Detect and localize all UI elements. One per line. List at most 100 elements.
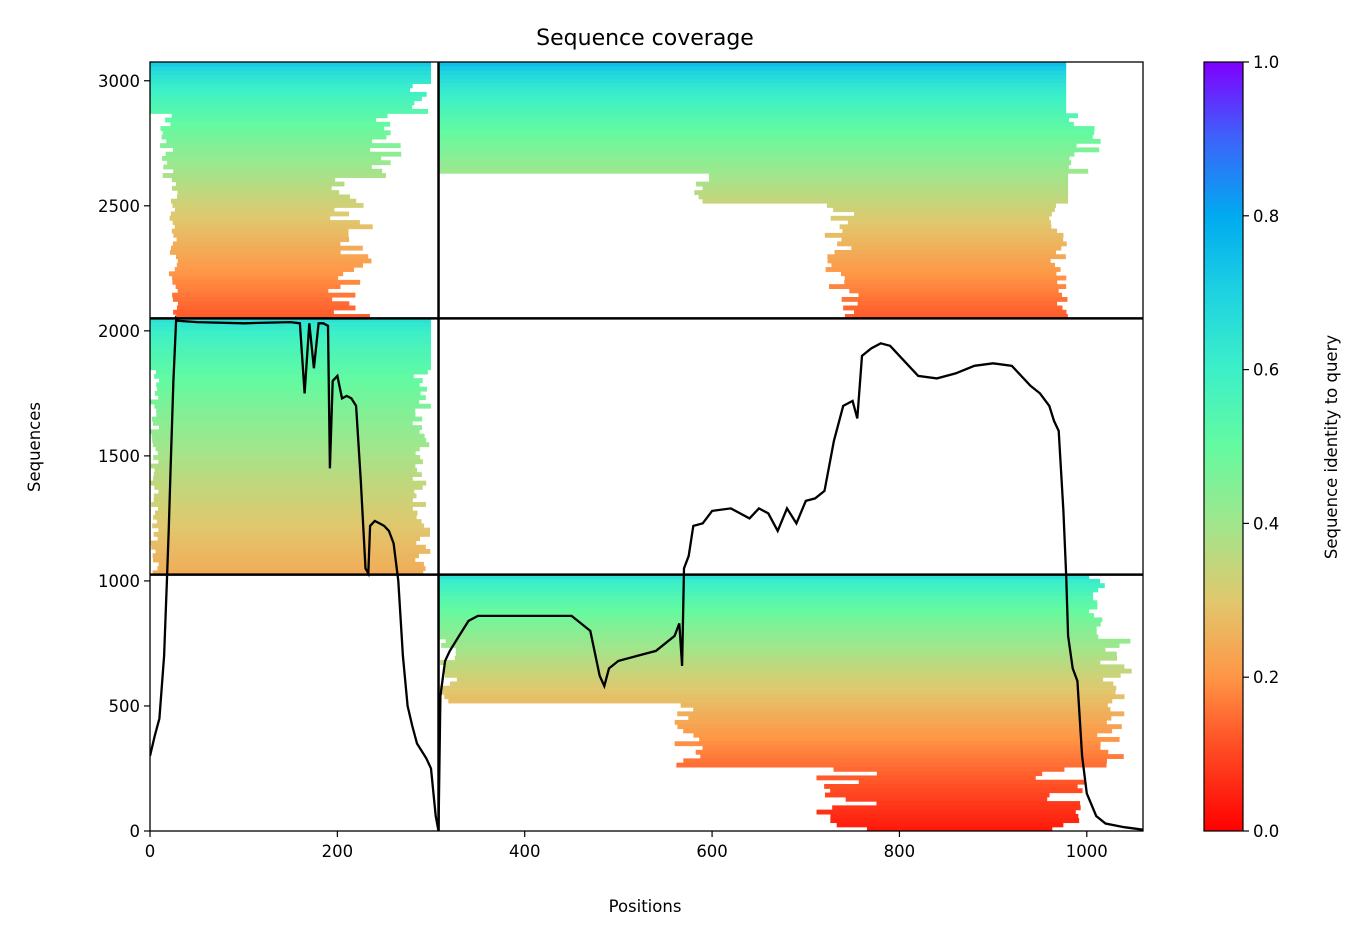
msa-row — [709, 177, 1069, 183]
msa-row — [700, 754, 1124, 759]
msa-row — [150, 96, 422, 102]
msa-row — [150, 343, 432, 349]
msa-row — [438, 74, 1067, 80]
msa-row — [438, 151, 1075, 157]
msa-row — [438, 100, 1067, 106]
msa-row — [157, 450, 416, 456]
msa-row — [816, 775, 1036, 781]
msa-row — [150, 361, 432, 366]
msa-row — [843, 305, 1063, 311]
msa-row — [438, 70, 1067, 76]
x-axis-label: Positions — [609, 897, 682, 916]
msa-row — [438, 630, 1097, 636]
msa-row — [150, 429, 420, 435]
msa-row — [456, 677, 1104, 683]
msa-row — [168, 271, 344, 277]
msa-row — [677, 711, 1125, 717]
msa-row — [169, 249, 341, 255]
msa-row — [170, 198, 357, 204]
msa-row — [177, 190, 340, 196]
msa-row — [438, 66, 1067, 72]
msa-row — [708, 173, 1069, 178]
msa-row — [150, 463, 416, 469]
msa-row — [694, 190, 1069, 196]
msa-row — [438, 87, 1067, 93]
msa-row — [170, 245, 363, 251]
msa-row — [444, 694, 1125, 700]
msa-row — [151, 502, 426, 507]
msa-row — [152, 570, 424, 576]
msa-row — [150, 356, 432, 362]
msa-row — [165, 151, 402, 157]
msa-row — [158, 459, 423, 465]
msa-row — [438, 121, 1074, 127]
msa-row — [155, 510, 418, 516]
msa-row — [454, 655, 1118, 661]
msa-row — [150, 480, 427, 486]
msa-row — [163, 164, 372, 170]
msa-row — [169, 215, 331, 221]
msa-row — [830, 818, 1080, 824]
msa-row — [172, 292, 356, 298]
msa-row — [816, 809, 1076, 815]
msa-row — [440, 660, 1101, 665]
msa-block — [150, 318, 432, 576]
msa-row — [438, 634, 1099, 640]
msa-row — [827, 254, 1066, 260]
msa-row — [841, 296, 1068, 302]
msa-row — [172, 202, 364, 208]
msa-row — [157, 506, 413, 512]
msa-row — [150, 79, 432, 84]
msa-row — [155, 446, 420, 452]
x-tick-label: 1000 — [1066, 842, 1108, 861]
msa-row — [153, 455, 421, 460]
msa-row — [151, 433, 425, 439]
msa-row — [154, 484, 423, 490]
msa-row — [438, 117, 1069, 123]
msa-row — [176, 305, 356, 311]
msa-row — [153, 531, 431, 537]
msa-row — [833, 766, 1065, 772]
msa-row — [154, 467, 417, 473]
colorbar-gradient — [1203, 61, 1244, 832]
msa-row — [438, 83, 1067, 89]
msa-row — [152, 442, 430, 448]
colorbar: 0.0 0.2 0.4 0.6 0.8 1.0 — [1203, 53, 1279, 841]
msa-row — [170, 211, 350, 217]
msa-row — [174, 224, 373, 230]
msa-row — [157, 536, 421, 542]
msa-row — [154, 403, 431, 409]
msa-row — [153, 476, 413, 482]
msa-row — [171, 228, 349, 234]
x-tick-label: 0 — [145, 842, 156, 861]
y-axis-label: Sequences — [25, 402, 44, 492]
msa-row — [172, 147, 370, 153]
msa-row — [841, 237, 1064, 243]
msa-row — [150, 339, 432, 345]
msa-row — [176, 237, 350, 243]
msa-row — [702, 198, 1069, 204]
msa-row — [858, 779, 1086, 785]
msa-row — [443, 668, 1132, 674]
y-tick-label: 1000 — [98, 572, 140, 591]
msa-row — [832, 805, 1081, 811]
msa-row — [159, 378, 423, 384]
msa-row — [158, 425, 422, 431]
msa-row — [438, 79, 1067, 84]
msa-row — [826, 202, 1056, 208]
msa-row — [438, 147, 1100, 153]
msa-row — [866, 826, 1053, 831]
msa-row — [842, 228, 1058, 234]
msa-row — [150, 100, 415, 106]
msa-row — [150, 331, 432, 337]
msa-row — [438, 168, 1089, 174]
msa-row — [152, 523, 425, 529]
msa-row — [839, 224, 1052, 230]
colorbar-tick-label: 1.0 — [1253, 53, 1279, 72]
msa-row — [837, 241, 1067, 247]
msa-row — [158, 489, 415, 495]
msa-row — [157, 386, 427, 392]
msa-row — [438, 621, 1101, 627]
